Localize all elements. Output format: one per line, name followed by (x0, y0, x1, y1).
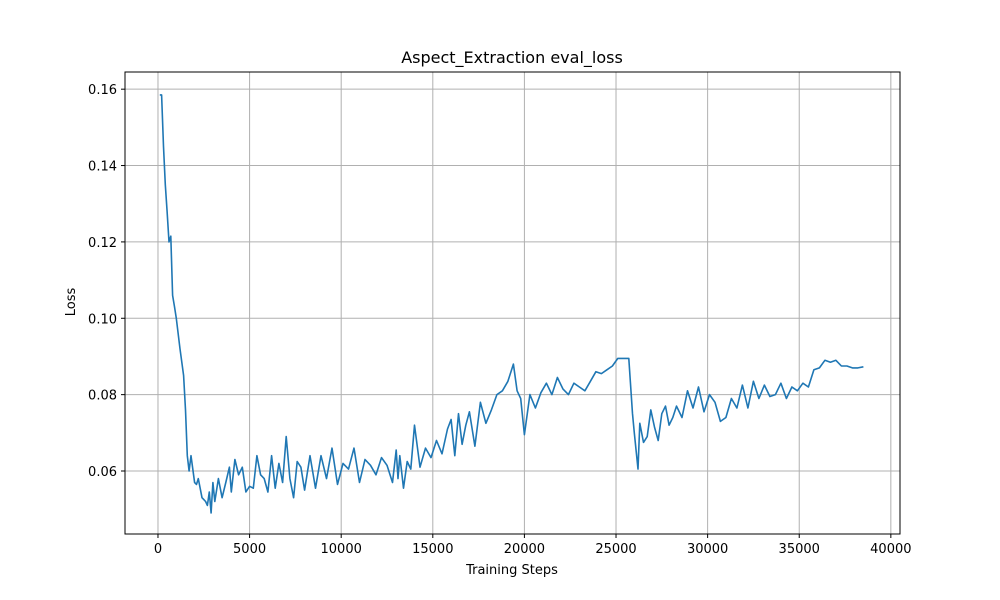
x-axis: 0 5000 10000 15000 20000 25000 30000 35000 40000 (154, 534, 912, 557)
x-tick-label: 35000 (779, 542, 820, 557)
y-tick-label: 0.06 (88, 465, 117, 480)
y-axis: 0.06 0.08 0.10 0.12 0.14 0.16 (88, 83, 125, 480)
y-tick-label: 0.10 (88, 312, 117, 327)
x-tick-label: 0 (154, 542, 162, 557)
y-axis-label: Loss (64, 288, 79, 317)
plot-frame (124, 71, 901, 535)
series-layer (159, 94, 864, 514)
x-axis-label: Training Steps (465, 563, 558, 578)
x-tick-label: 25000 (595, 542, 636, 557)
x-tick-label: 20000 (504, 542, 545, 557)
x-tick-label: 15000 (412, 542, 453, 557)
y-tick-label: 0.16 (88, 83, 117, 98)
grid (125, 72, 900, 534)
y-tick-label: 0.12 (88, 236, 117, 251)
x-tick-label: 10000 (321, 542, 362, 557)
y-tick-label: 0.14 (88, 160, 117, 175)
x-tick-label: 40000 (870, 542, 911, 557)
y-tick-label: 0.08 (88, 389, 117, 404)
x-tick-label: 30000 (687, 542, 728, 557)
chart-title: Aspect_Extraction eval_loss (401, 48, 623, 68)
series-line (159, 94, 864, 514)
x-tick-label: 5000 (233, 542, 266, 557)
